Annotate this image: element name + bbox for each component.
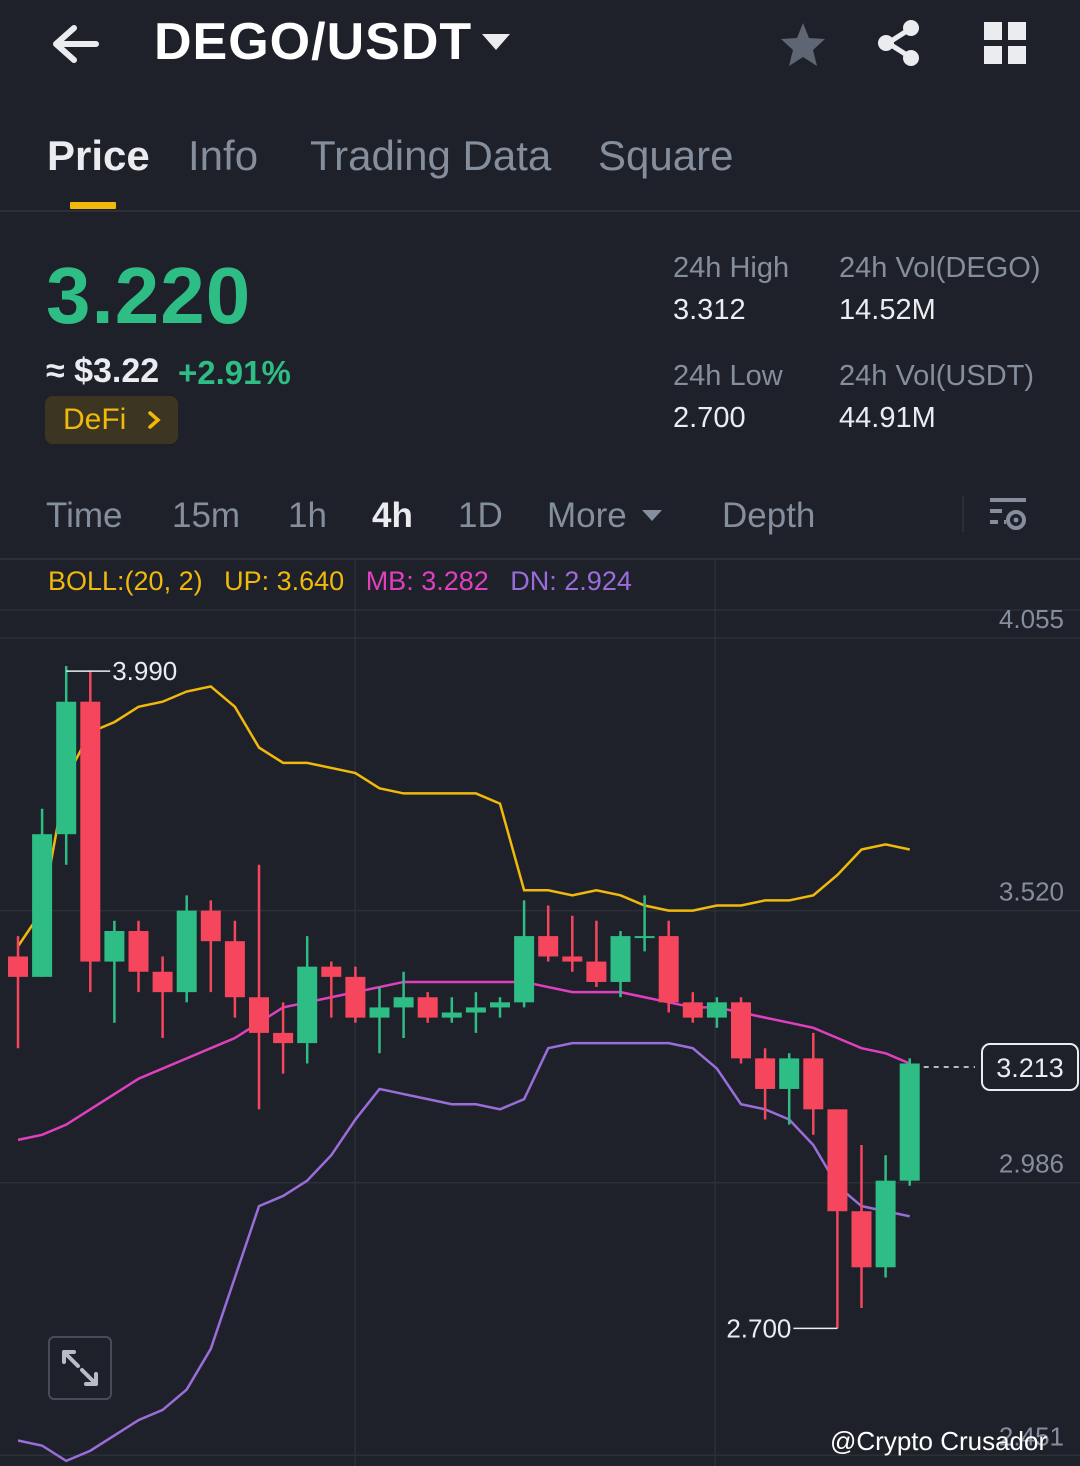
candle-body bbox=[394, 997, 414, 1007]
interval-time[interactable]: Time bbox=[46, 496, 122, 536]
candle-body bbox=[370, 1007, 390, 1017]
candle-body bbox=[611, 936, 631, 982]
candle-body bbox=[586, 962, 606, 982]
expand-arrows-icon bbox=[50, 1338, 110, 1398]
top-bar: DEGO/USDT bbox=[0, 0, 1080, 90]
candle-body bbox=[297, 967, 317, 1043]
candle-body bbox=[129, 931, 149, 972]
high-annotation-label: 3.990 bbox=[112, 656, 177, 686]
candle-body bbox=[876, 1181, 896, 1268]
pair-dropdown-caret-icon[interactable] bbox=[482, 34, 510, 50]
price-change-percent: +2.91% bbox=[178, 354, 291, 392]
grid-menu-icon[interactable] bbox=[984, 22, 1028, 66]
boll-upper-line bbox=[18, 686, 910, 946]
candle-body bbox=[562, 956, 582, 961]
candle-body bbox=[225, 941, 245, 997]
interval-1h[interactable]: 1h bbox=[288, 496, 327, 536]
candle-body bbox=[900, 1063, 920, 1180]
candle-body bbox=[514, 936, 534, 1002]
candle-body bbox=[852, 1211, 872, 1267]
last-price-label: 3.213 bbox=[996, 1053, 1064, 1083]
divider bbox=[962, 496, 964, 532]
candle-body bbox=[80, 702, 100, 962]
candle-body bbox=[779, 1058, 799, 1089]
more-caret-icon bbox=[642, 510, 662, 521]
boll-indicator-legend: BOLL:(20, 2) UP: 3.640 MB: 3.282 DN: 2.9… bbox=[48, 566, 646, 597]
candle-body bbox=[659, 936, 679, 1002]
interval-15m[interactable]: 15m bbox=[172, 496, 240, 536]
candle-body bbox=[321, 967, 341, 977]
low-annotation-label: 2.700 bbox=[726, 1313, 791, 1343]
candle-body bbox=[418, 997, 438, 1017]
interval-bar: Time 15m 1h 4h 1D More Depth bbox=[0, 478, 1080, 560]
candle-body bbox=[635, 936, 655, 938]
candle-body bbox=[201, 911, 221, 942]
tab-info[interactable]: Info bbox=[188, 132, 258, 180]
last-price: 3.220 bbox=[46, 250, 251, 342]
high-value: 3.312 bbox=[673, 294, 746, 327]
candle-body bbox=[707, 1002, 727, 1017]
candle-body bbox=[538, 936, 558, 956]
candle-body bbox=[345, 977, 365, 1018]
vol-quote-value: 44.91M bbox=[839, 402, 936, 435]
candle-body bbox=[490, 1002, 510, 1007]
interval-more[interactable]: More bbox=[547, 496, 627, 536]
vol-quote-label: 24h Vol(USDT) bbox=[839, 360, 1034, 393]
candle-body bbox=[683, 1002, 703, 1017]
candle-body bbox=[273, 1033, 293, 1043]
candle-body bbox=[104, 931, 124, 962]
candle-body bbox=[249, 997, 269, 1033]
boll-mb-value: MB: 3.282 bbox=[366, 566, 489, 596]
candle-body bbox=[8, 956, 28, 976]
tab-trading-data[interactable]: Trading Data bbox=[310, 132, 551, 180]
low-label: 24h Low bbox=[673, 360, 783, 393]
expand-chart-button[interactable] bbox=[48, 1336, 112, 1400]
chevron-right-icon bbox=[145, 410, 163, 430]
candle-body bbox=[466, 1007, 486, 1012]
candle-body bbox=[56, 702, 76, 834]
active-tab-indicator bbox=[70, 202, 116, 209]
y-axis-tick-label: 3.520 bbox=[999, 877, 1064, 907]
pair-title[interactable]: DEGO/USDT bbox=[154, 12, 472, 72]
tab-square[interactable]: Square bbox=[598, 132, 733, 180]
candlestick-chart[interactable]: 4.055 3.520 2.986 2.451 3.990 2.700 3.213 BOLL… bbox=[0, 560, 1080, 1466]
interval-depth[interactable]: Depth bbox=[722, 496, 815, 536]
candle-body bbox=[177, 911, 197, 993]
candle-body bbox=[32, 834, 52, 977]
category-tag-label: DeFi bbox=[63, 403, 126, 437]
category-tag-button[interactable]: DeFi bbox=[45, 396, 178, 444]
watermark-text: @Crypto Crusador bbox=[830, 1426, 1047, 1457]
back-arrow-icon[interactable] bbox=[50, 22, 100, 66]
low-value: 2.700 bbox=[673, 402, 746, 435]
tab-price[interactable]: Price bbox=[47, 132, 150, 180]
candle-body bbox=[755, 1058, 775, 1089]
high-label: 24h High bbox=[673, 252, 789, 285]
boll-lower-line bbox=[18, 1043, 910, 1461]
candle-body bbox=[153, 972, 173, 992]
interval-1d[interactable]: 1D bbox=[458, 496, 503, 536]
y-axis-tick-label: 4.055 bbox=[999, 604, 1064, 634]
vol-base-value: 14.52M bbox=[839, 294, 936, 327]
candle-body bbox=[827, 1109, 847, 1211]
favorite-star-icon[interactable] bbox=[778, 20, 828, 70]
usd-equivalent: ≈ $3.22 bbox=[46, 352, 159, 391]
y-axis-tick-label: 2.986 bbox=[999, 1149, 1064, 1179]
boll-middle-line bbox=[18, 982, 910, 1140]
candle-body bbox=[731, 1002, 751, 1058]
candle-body bbox=[442, 1013, 462, 1018]
interval-4h[interactable]: 4h bbox=[372, 496, 413, 536]
chart-settings-icon[interactable] bbox=[986, 494, 1030, 534]
candle-body bbox=[803, 1058, 823, 1109]
boll-dn-value: DN: 2.924 bbox=[510, 566, 632, 596]
boll-name: BOLL:(20, 2) bbox=[48, 566, 203, 596]
section-tabs: Price Info Trading Data Square bbox=[0, 120, 1080, 212]
share-icon[interactable] bbox=[874, 18, 924, 68]
vol-base-label: 24h Vol(DEGO) bbox=[839, 252, 1040, 285]
boll-up-value: UP: 3.640 bbox=[224, 566, 344, 596]
